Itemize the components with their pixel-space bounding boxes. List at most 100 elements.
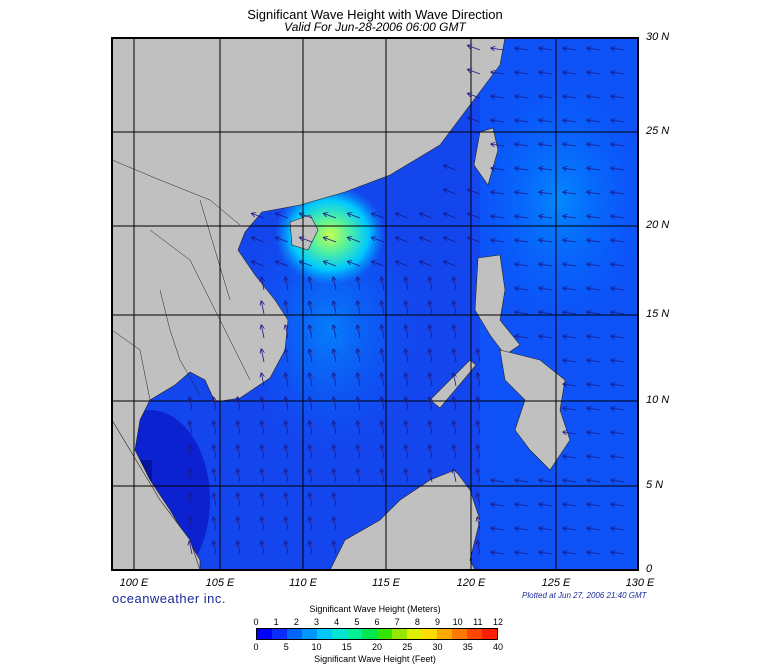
wave-arrow — [285, 469, 288, 483]
wave-arrow — [563, 72, 577, 74]
wave-arrow — [468, 46, 481, 51]
wave-arrow — [309, 373, 312, 387]
wave-arrow — [587, 240, 601, 242]
wave-arrow — [453, 445, 456, 459]
wave-arrow — [491, 96, 505, 98]
wave-arrow — [189, 517, 192, 531]
colorbar-meter-tick: 5 — [354, 617, 360, 627]
wave-arrow — [381, 301, 384, 315]
wave-arrow — [333, 301, 336, 315]
wave-arrow — [611, 72, 625, 74]
colorbar-swatch — [452, 629, 467, 639]
wave-arrow — [611, 432, 625, 434]
wave-arrow — [372, 214, 385, 219]
wave-arrow — [611, 408, 625, 410]
wave-arrow — [237, 541, 240, 555]
wave-arrow — [515, 312, 529, 314]
wave-arrow — [515, 288, 529, 290]
colorbar-swatch — [257, 629, 272, 639]
wave-arrow — [333, 493, 336, 507]
wave-arrow — [405, 277, 408, 291]
wave-arrow — [468, 118, 481, 123]
wave-arrow — [405, 325, 408, 339]
colorbar-meter-tick: 2 — [293, 617, 299, 627]
wave-arrow — [477, 517, 480, 531]
wave-arrow — [587, 504, 601, 506]
wave-arrow — [429, 445, 432, 459]
wave-arrow — [539, 264, 553, 266]
wave-arrow — [405, 421, 408, 435]
wave-arrow — [333, 349, 336, 363]
wave-arrow — [563, 216, 577, 218]
wave-arrow — [477, 469, 480, 483]
wave-arrow — [213, 541, 216, 555]
wave-arrow — [405, 349, 408, 363]
wave-arrow — [539, 192, 553, 194]
lon-label-105e: 105 E — [205, 577, 235, 589]
wave-arrow — [261, 373, 264, 387]
wave-arrow — [587, 312, 601, 314]
lon-label-100e: 100 E — [119, 577, 149, 589]
wave-arrow — [539, 216, 553, 218]
wave-arrow — [491, 240, 505, 242]
lon-label-125e: 125 E — [541, 577, 571, 589]
colorbar-swatch — [302, 629, 317, 639]
colorbar-feet-tick: 40 — [492, 642, 504, 652]
wave-arrow — [261, 349, 264, 363]
lat-lon-grid — [112, 38, 638, 570]
wave-arrow — [515, 480, 529, 482]
wave-arrow — [429, 301, 432, 315]
wave-arrow — [189, 541, 192, 555]
wave-arrow — [477, 397, 480, 411]
wave-arrow — [381, 421, 384, 435]
wave-arrow — [309, 301, 312, 315]
wave-arrow — [611, 312, 625, 314]
wave-arrow — [587, 96, 601, 98]
wave-arrow — [189, 493, 192, 507]
wave-arrow — [285, 421, 288, 435]
wave-arrow — [587, 144, 601, 146]
wave-arrow — [477, 373, 480, 387]
wave-arrow — [611, 240, 625, 242]
colorbar-feet-tick: 30 — [432, 642, 443, 652]
wave-arrow — [611, 264, 625, 266]
wave-arrow — [237, 517, 240, 531]
wave-arrow — [276, 214, 289, 219]
colorbar-swatch — [437, 629, 452, 639]
wave-arrow — [515, 216, 529, 218]
colorbar-swatch — [317, 629, 332, 639]
mainland — [112, 38, 506, 570]
wave-arrow — [285, 541, 288, 555]
wave-arrow — [611, 216, 625, 218]
wave-arrow — [300, 214, 313, 219]
lat-label-5n: 5 N — [646, 479, 664, 491]
wave-arrow — [357, 469, 360, 483]
wave-arrow — [189, 421, 192, 435]
wave-arrow — [285, 397, 288, 411]
lon-label-115e: 115 E — [372, 577, 400, 589]
wave-arrow — [587, 360, 601, 362]
wave-arrow — [515, 264, 529, 266]
wave-arrow — [587, 456, 601, 458]
wave-arrow — [453, 421, 456, 435]
wave-arrow — [348, 238, 361, 243]
wave-arrow — [261, 421, 264, 435]
wave-arrow — [515, 120, 529, 122]
wave-arrow — [563, 408, 577, 410]
wave-arrow — [563, 504, 577, 506]
wave-arrow — [515, 144, 529, 146]
wave-arrow — [563, 192, 577, 194]
colorbar-feet-tick: 35 — [462, 642, 473, 652]
wave-arrow — [539, 144, 553, 146]
wave-arrow — [611, 336, 625, 338]
wave-arrow — [357, 397, 360, 411]
wave-arrow — [444, 238, 457, 243]
wave-arrow — [491, 72, 505, 74]
wave-arrow — [333, 541, 336, 555]
wave-arrow — [261, 517, 264, 531]
colorbar — [256, 628, 498, 640]
wave-arrow — [405, 445, 408, 459]
map-subtitle: Valid For Jun-28-2006 06:00 GMT — [284, 20, 466, 34]
wave-arrow — [357, 277, 360, 291]
wave-arrow — [405, 397, 408, 411]
